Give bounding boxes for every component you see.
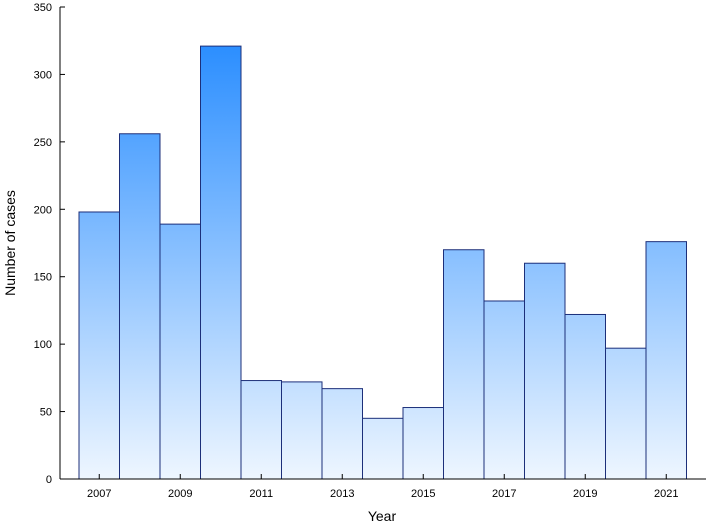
y-axis: 0 50 100 150 200 250 300 350 bbox=[34, 2, 65, 486]
bar-2021 bbox=[645, 241, 687, 480]
bar-2008 bbox=[119, 133, 161, 480]
y-tick-label: 50 bbox=[40, 407, 52, 419]
bar-2011 bbox=[240, 380, 282, 480]
bar-2012 bbox=[281, 381, 323, 480]
bar-2018 bbox=[524, 262, 566, 480]
bar-2013 bbox=[321, 388, 363, 480]
bar-2020 bbox=[605, 347, 647, 480]
x-axis: 2007 2009 2011 2013 2015 2017 2019 2021 bbox=[60, 474, 706, 500]
y-axis-title: Number of cases bbox=[2, 190, 18, 296]
x-tick-label: 2019 bbox=[573, 488, 597, 500]
bar-2016 bbox=[443, 249, 485, 480]
bar-2019 bbox=[564, 313, 606, 480]
x-tick-label: 2017 bbox=[492, 488, 516, 500]
y-tick-label: 250 bbox=[34, 137, 52, 149]
bar-2017 bbox=[483, 300, 525, 480]
y-tick-label: 300 bbox=[34, 69, 52, 81]
y-tick-label: 350 bbox=[34, 2, 52, 14]
x-axis-title: Year bbox=[368, 508, 397, 524]
y-tick-label: 0 bbox=[46, 474, 52, 486]
bar-2009 bbox=[159, 223, 201, 480]
bar-2015 bbox=[402, 407, 444, 480]
x-tick-label: 2009 bbox=[168, 488, 192, 500]
x-tick-label: 2011 bbox=[249, 488, 273, 500]
bar-2010 bbox=[200, 45, 242, 480]
y-tick-label: 150 bbox=[34, 272, 52, 284]
x-tick-label: 2015 bbox=[411, 488, 435, 500]
bar-2014 bbox=[362, 417, 404, 480]
x-tick-label: 2021 bbox=[654, 488, 678, 500]
x-tick-label: 2013 bbox=[330, 488, 354, 500]
x-tick-label: 2007 bbox=[87, 488, 111, 500]
bar-2007 bbox=[78, 211, 120, 480]
y-tick-label: 100 bbox=[34, 339, 52, 351]
bars-group bbox=[78, 45, 687, 480]
y-tick-label: 200 bbox=[34, 204, 52, 216]
